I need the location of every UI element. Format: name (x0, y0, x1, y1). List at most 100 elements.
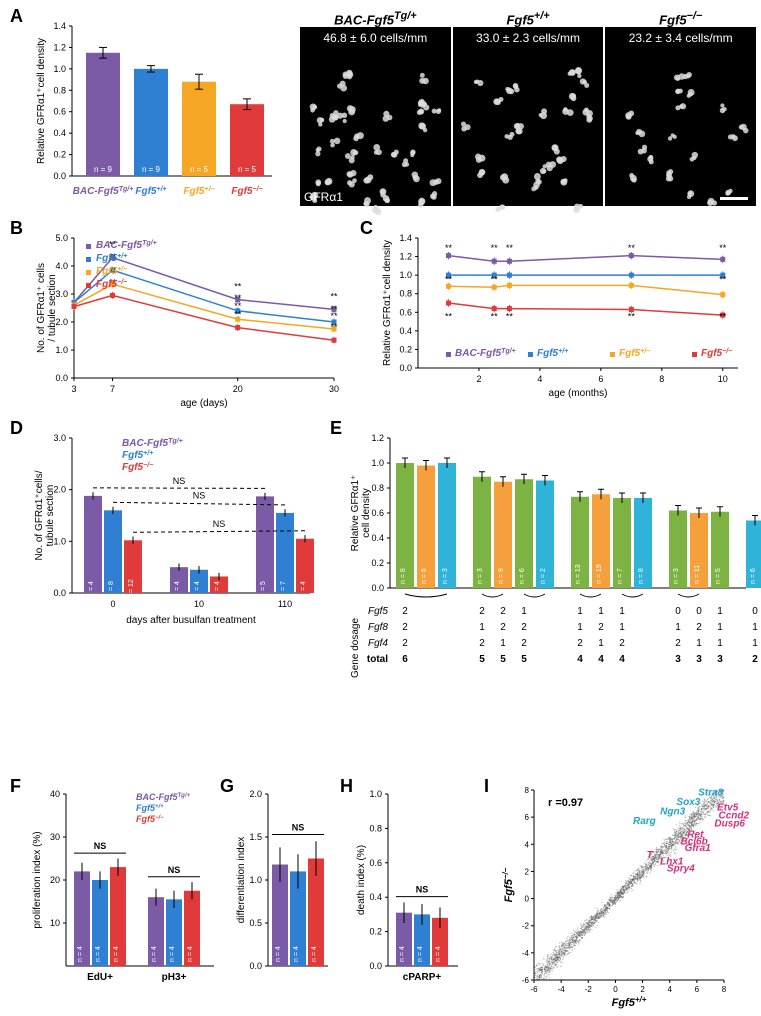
micro-title-1: BAC-Fgf5Tg/+ (300, 10, 451, 27)
svg-text:n = 5: n = 5 (715, 568, 722, 584)
svg-text:n = 3: n = 3 (673, 568, 680, 584)
svg-text:n = 12: n = 12 (128, 579, 135, 599)
svg-text:**: ** (234, 282, 242, 292)
svg-text:n = 4: n = 4 (300, 581, 307, 597)
svg-text:0.0: 0.0 (53, 171, 66, 181)
svg-text:1: 1 (598, 638, 604, 649)
svg-text:death index (%): death index (%) (356, 845, 367, 915)
svg-text:0: 0 (696, 606, 702, 617)
svg-text:T: T (647, 850, 654, 861)
svg-text:4: 4 (577, 654, 583, 665)
svg-text:NS: NS (168, 865, 181, 875)
svg-text:Fgf5−/−: Fgf5−/− (501, 867, 516, 902)
svg-text:Dusp6: Dusp6 (714, 819, 745, 830)
svg-text:10: 10 (194, 599, 204, 609)
svg-text:1: 1 (598, 606, 604, 617)
svg-text:BAC-Fgf5Tg/+: BAC-Fgf5Tg/+ (136, 792, 190, 802)
scale-bar (720, 197, 748, 200)
svg-text:0: 0 (525, 895, 530, 904)
svg-text:30: 30 (50, 832, 60, 842)
svg-text:2: 2 (640, 985, 645, 994)
svg-text:2: 2 (479, 606, 485, 617)
svg-text:n = 4: n = 4 (311, 946, 318, 962)
svg-text:8: 8 (525, 786, 530, 795)
svg-text:Spry4: Spry4 (667, 863, 695, 874)
svg-text:Fgf5+/−: Fgf5+/− (619, 348, 650, 360)
svg-text:0.6: 0.6 (399, 307, 412, 317)
svg-text:1.4: 1.4 (53, 21, 66, 31)
svg-text:1.2: 1.2 (371, 433, 384, 443)
svg-text:2: 2 (675, 638, 681, 649)
svg-text:-4: -4 (522, 949, 530, 958)
svg-text:0.4: 0.4 (371, 533, 384, 543)
svg-text:4: 4 (667, 985, 672, 994)
svg-text:n = 7: n = 7 (617, 568, 624, 584)
svg-text:cell density: cell density (361, 488, 372, 537)
svg-text:1: 1 (717, 606, 723, 617)
svg-text:1.0: 1.0 (369, 789, 382, 799)
svg-text:2: 2 (521, 622, 527, 633)
svg-text:0.0: 0.0 (371, 583, 384, 593)
svg-text:BAC-Fgf5Tg/+: BAC-Fgf5Tg/+ (96, 240, 157, 252)
marker-label: GFRα1 (304, 190, 343, 204)
svg-text:2: 2 (525, 867, 530, 876)
svg-text:n = 4: n = 4 (169, 946, 176, 962)
svg-text:**: ** (491, 275, 499, 285)
panel-i-scatter: -6-6-4-4-2-20022446688r =0.97Stra8Sox3Ng… (504, 784, 750, 1006)
panel-d-label: D (10, 418, 23, 439)
svg-text:n = 5: n = 5 (260, 581, 267, 597)
svg-text:tubule section: tubule section (45, 485, 56, 547)
svg-text:Gene dosage: Gene dosage (350, 618, 361, 678)
svg-text:0: 0 (675, 606, 681, 617)
svg-text:n = 4: n = 4 (95, 946, 102, 962)
svg-text:Fgf5+/+: Fgf5+/+ (122, 450, 153, 462)
svg-text:Fgf8: Fgf8 (368, 622, 388, 633)
svg-text:Fgf5−/−: Fgf5−/− (96, 279, 127, 291)
svg-text:NS: NS (94, 841, 107, 851)
svg-text:proliferation index (%): proliferation index (%) (32, 831, 43, 928)
svg-text:2: 2 (402, 606, 408, 617)
svg-text:2: 2 (752, 654, 758, 665)
svg-text:n = 4: n = 4 (77, 946, 84, 962)
svg-text:n = 9: n = 9 (498, 568, 505, 584)
svg-text:EdU+: EdU+ (87, 972, 113, 983)
svg-text:n = 7: n = 7 (280, 581, 287, 597)
panel-h-chart: 0.00.20.40.60.81.0death index (%)n = 4n … (356, 784, 474, 1006)
svg-text:n = 4: n = 4 (214, 581, 221, 597)
svg-text:0.0: 0.0 (399, 363, 412, 373)
panel-b-label: B (10, 218, 23, 239)
svg-text:No. of GFRα1⁺ cells: No. of GFRα1⁺ cells (36, 263, 47, 353)
svg-text:1: 1 (577, 622, 583, 633)
svg-text:1: 1 (696, 638, 702, 649)
micro-count-1: 46.8 ± 6.0 cells/mm (300, 27, 451, 45)
svg-text:0.0: 0.0 (55, 373, 68, 383)
svg-text:NS: NS (416, 885, 429, 895)
svg-text:0.0: 0.0 (53, 588, 66, 598)
svg-text:n = 4: n = 4 (435, 946, 442, 962)
svg-text:3.0: 3.0 (53, 433, 66, 443)
svg-text:6: 6 (598, 374, 603, 384)
svg-text:**: ** (234, 310, 242, 320)
svg-text:1: 1 (479, 622, 485, 633)
svg-text:**: ** (445, 275, 453, 285)
svg-text:differentiation index: differentiation index (236, 837, 247, 924)
svg-text:NS: NS (213, 519, 226, 529)
svg-text:8: 8 (722, 985, 727, 994)
svg-text:0.0: 0.0 (369, 961, 382, 971)
svg-text:1.0: 1.0 (55, 345, 68, 355)
svg-text:1.4: 1.4 (399, 233, 412, 243)
svg-text:n = 4: n = 4 (399, 946, 406, 962)
svg-text:0.0: 0.0 (249, 961, 262, 971)
svg-text:-2: -2 (522, 922, 530, 931)
svg-text:0.2: 0.2 (369, 927, 382, 937)
svg-text:**: ** (491, 312, 499, 322)
svg-text:1.0: 1.0 (53, 64, 66, 74)
svg-text:5: 5 (521, 654, 527, 665)
svg-text:1: 1 (717, 622, 723, 633)
svg-text:n = 4: n = 4 (88, 581, 95, 597)
svg-text:0.2: 0.2 (53, 150, 66, 160)
svg-text:2: 2 (476, 374, 481, 384)
svg-text:n = 8: n = 8 (638, 568, 645, 584)
svg-text:n = 5: n = 5 (238, 165, 257, 174)
svg-text:Fgf5+/+: Fgf5+/+ (612, 995, 647, 1010)
